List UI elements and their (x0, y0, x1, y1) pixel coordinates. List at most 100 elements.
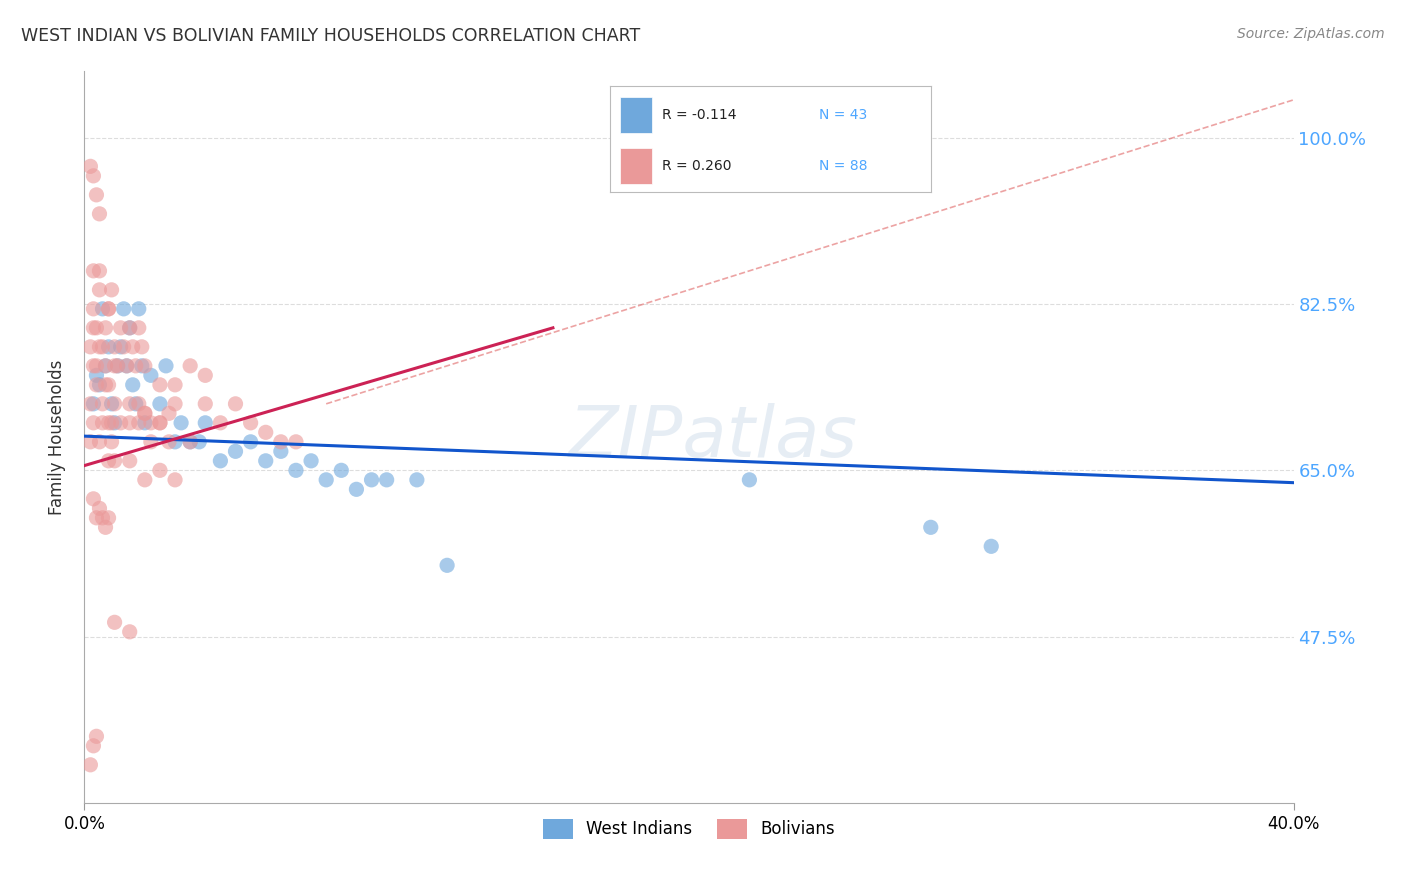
Point (131, 359, 153, 373)
Point (209, 454, 232, 468)
Point (89, 501, 111, 516)
Point (225, 397, 247, 411)
Point (104, 615, 127, 630)
Point (89, 283, 111, 297)
Point (82, 301, 104, 316)
Point (375, 473, 398, 487)
Point (155, 359, 177, 373)
Point (139, 416, 162, 430)
Text: Source: ZipAtlas.com: Source: ZipAtlas.com (1237, 27, 1385, 41)
Point (100, 283, 122, 297)
Point (299, 454, 322, 468)
Point (97, 377, 120, 392)
Point (285, 463, 308, 477)
Point (86, 377, 108, 392)
Point (97, 301, 120, 316)
Point (149, 463, 172, 477)
Point (285, 434, 308, 449)
Legend: West Indians, Bolivians: West Indians, Bolivians (536, 812, 842, 846)
Point (121, 340, 143, 354)
Point (104, 359, 127, 373)
Point (94, 321, 117, 335)
Point (118, 454, 141, 468)
Point (270, 434, 292, 449)
Point (179, 434, 201, 449)
Point (270, 444, 292, 458)
Point (89, 264, 111, 278)
Point (149, 416, 172, 430)
Point (112, 340, 135, 354)
Point (82, 416, 104, 430)
Point (110, 321, 132, 335)
Point (94, 359, 117, 373)
Point (79, 434, 101, 449)
Point (139, 368, 162, 383)
Point (89, 377, 111, 392)
Point (82, 264, 104, 278)
Point (128, 301, 150, 316)
Point (97, 416, 120, 430)
Point (134, 406, 156, 420)
Point (118, 321, 141, 335)
Point (104, 416, 127, 430)
Point (89, 340, 111, 354)
Point (125, 397, 148, 411)
Point (134, 473, 156, 487)
Point (209, 416, 232, 430)
Point (100, 416, 122, 430)
Point (91, 416, 114, 430)
Point (118, 416, 141, 430)
Point (97, 454, 120, 468)
Point (157, 406, 180, 420)
Point (225, 444, 247, 458)
Point (920, 520, 942, 534)
Point (100, 434, 122, 449)
Point (436, 558, 458, 573)
Point (115, 359, 138, 373)
Point (179, 434, 201, 449)
Point (315, 473, 337, 487)
Point (254, 454, 277, 468)
Point (82, 359, 104, 373)
Point (254, 425, 277, 440)
Point (94, 520, 117, 534)
Point (91, 340, 114, 354)
Point (104, 340, 127, 354)
Point (91, 511, 114, 525)
Point (330, 463, 353, 477)
Point (110, 340, 132, 354)
Point (110, 416, 132, 430)
Point (131, 340, 153, 354)
Point (79, 757, 101, 772)
Point (115, 359, 138, 373)
Point (165, 473, 187, 487)
Point (82, 169, 104, 183)
Point (94, 359, 117, 373)
Point (104, 454, 127, 468)
Point (89, 434, 111, 449)
Point (86, 729, 108, 743)
Point (165, 397, 187, 411)
Point (134, 406, 156, 420)
Point (107, 359, 129, 373)
Point (82, 739, 104, 753)
Point (86, 321, 108, 335)
Point (100, 397, 122, 411)
Point (79, 159, 101, 173)
Point (79, 340, 101, 354)
Point (118, 321, 141, 335)
Point (94, 377, 117, 392)
Point (86, 187, 108, 202)
Point (128, 416, 150, 430)
Point (980, 539, 1002, 553)
Point (165, 434, 187, 449)
Point (86, 359, 108, 373)
Point (82, 321, 104, 335)
Point (165, 377, 187, 392)
Text: ZIPatlas: ZIPatlas (568, 402, 858, 472)
Point (125, 359, 148, 373)
Point (406, 473, 429, 487)
Point (194, 416, 217, 430)
Point (179, 359, 201, 373)
Point (346, 483, 368, 497)
